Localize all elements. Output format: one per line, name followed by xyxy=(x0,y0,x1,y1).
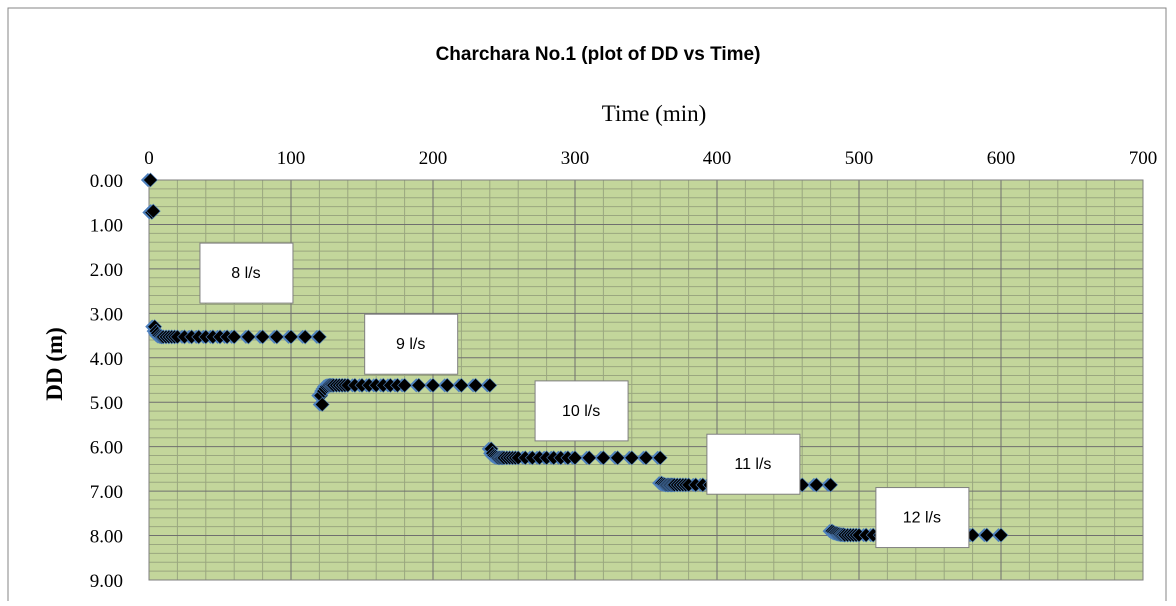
x-tick-label: 600 xyxy=(987,148,1016,169)
data-point xyxy=(652,450,668,466)
data-point xyxy=(595,450,611,466)
annotation-label: 10 l/s xyxy=(562,403,600,420)
data-point xyxy=(823,477,839,493)
data-point xyxy=(482,377,498,393)
y-tick-label: 6.00 xyxy=(90,438,123,459)
data-point xyxy=(314,397,330,412)
data-point xyxy=(311,329,327,345)
annotation-box xyxy=(706,433,801,495)
y-tick-label: 9.00 xyxy=(90,571,123,592)
annotation-label: 12 l/s xyxy=(903,510,941,527)
annotation-box xyxy=(199,242,294,304)
data-point xyxy=(283,329,299,345)
data-point xyxy=(425,377,441,393)
data-point xyxy=(624,450,640,466)
y-tick-label: 1.00 xyxy=(90,215,123,236)
data-points xyxy=(140,172,1009,543)
y-axis-ticks: 0.00 1.00 2.00 3.00 4.00 5.00 6.00 7.00 8.00 9.00 xyxy=(90,171,123,592)
x-axis-ticks: 0 100 200 300 400 500 600 700 xyxy=(144,148,1157,169)
data-point xyxy=(255,329,271,345)
y-tick-label: 5.00 xyxy=(90,393,123,414)
y-tick-label: 3.00 xyxy=(90,304,123,325)
data-point xyxy=(993,527,1009,543)
data-point xyxy=(145,203,161,219)
chart-title: Charchara No.1 (plot of DD vs Time) xyxy=(436,44,761,65)
y-tick-label: 0.00 xyxy=(90,171,123,192)
data-point xyxy=(297,329,313,345)
y-tick-label: 7.00 xyxy=(90,482,123,503)
rate-annotations: 8 l/s 9 l/s 10 l/s 11 l/s 12 l/s xyxy=(199,242,970,549)
x-tick-label: 400 xyxy=(703,148,732,169)
data-point xyxy=(397,377,413,393)
data-point xyxy=(439,377,455,393)
annotation-label: 11 l/s xyxy=(734,456,771,473)
x-tick-label: 700 xyxy=(1129,148,1158,169)
y-axis-label: DD (m) xyxy=(42,327,67,400)
data-point xyxy=(226,329,242,345)
x-tick-label: 500 xyxy=(845,148,874,169)
x-tick-label: 200 xyxy=(419,148,448,169)
annotation-box xyxy=(534,380,629,442)
x-tick-label: 300 xyxy=(561,148,590,169)
data-point xyxy=(567,450,583,466)
annotation-label: 8 l/s xyxy=(231,265,260,282)
data-point xyxy=(411,377,427,393)
y-tick-label: 2.00 xyxy=(90,260,123,281)
annotation-box xyxy=(364,313,459,375)
data-point xyxy=(453,377,469,393)
annotation-label: 9 l/s xyxy=(396,336,425,353)
data-point xyxy=(979,527,995,543)
data-point xyxy=(581,450,597,466)
data-point xyxy=(240,329,256,345)
data-point xyxy=(468,377,484,393)
annotation-box xyxy=(875,487,970,549)
data-point xyxy=(610,450,626,466)
x-tick-label: 0 xyxy=(144,148,154,169)
y-tick-label: 4.00 xyxy=(90,349,123,370)
data-point xyxy=(808,477,824,493)
data-point xyxy=(638,450,654,466)
x-tick-label: 100 xyxy=(277,148,306,169)
plot-area xyxy=(149,180,1143,580)
data-point xyxy=(142,172,158,188)
data-point xyxy=(269,329,285,345)
x-axis-label: Time (min) xyxy=(602,101,707,126)
plot-area-border xyxy=(148,179,1144,581)
y-tick-label: 8.00 xyxy=(90,527,123,548)
